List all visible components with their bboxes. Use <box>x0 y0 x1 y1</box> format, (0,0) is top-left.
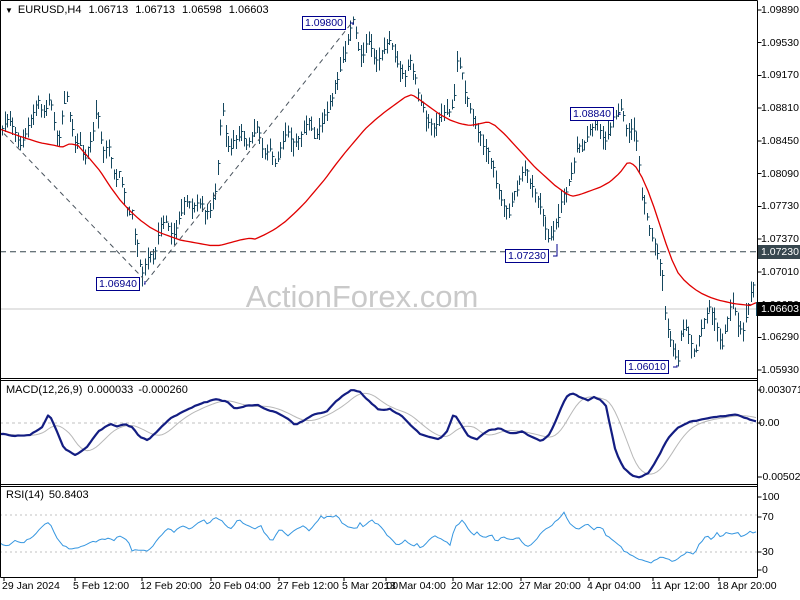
main-chart-panel[interactable] <box>0 0 757 378</box>
axis-label: 100 <box>762 491 780 503</box>
axis-label: 1.08810 <box>761 102 799 115</box>
axis-label: 1.05930 <box>761 364 799 376</box>
axis-label: 0 <box>762 564 768 576</box>
axis-label: 0.00 <box>759 416 780 429</box>
macd-signal-value: -0.000260 <box>138 384 188 396</box>
axis-label: -0.005025 <box>759 470 800 483</box>
macd-name: MACD(12,26,9) <box>6 384 83 396</box>
macd-value: 0.000033 <box>87 384 134 396</box>
axis-label: 70 <box>762 511 774 523</box>
level-axis-tag: 1.07230 <box>758 244 800 259</box>
axis-label: 12 Feb 20:00 <box>140 580 202 592</box>
axis-label: 1.06290 <box>761 331 799 344</box>
axis-label: 27 Feb 12:00 <box>277 580 339 592</box>
symbol-dropdown-icon[interactable]: ▼ <box>5 6 13 15</box>
macd-indicator-label: MACD(12,26,9) 0.000033 -0.000260 <box>6 384 193 396</box>
axis-label: 18 Apr 20:00 <box>717 580 777 592</box>
axis-label: 27 Mar 20:00 <box>519 580 581 592</box>
axis-label: 5 Feb 12:00 <box>73 580 130 592</box>
axis-label: 20 Feb 04:00 <box>209 580 271 592</box>
axis-label: 1.09170 <box>761 69 799 82</box>
rsi-name: RSI(14) <box>6 489 44 501</box>
axis-label: 13 Mar 04:00 <box>384 580 446 592</box>
level-price-label: 1.07230 <box>505 249 549 263</box>
rsi-value: 50.8403 <box>48 489 89 501</box>
axis-label: 1.07370 <box>761 233 799 246</box>
macd-panel[interactable] <box>0 381 757 484</box>
ohlc-open: 1.06713 <box>88 4 129 16</box>
ohlc-low: 1.06598 <box>182 4 222 16</box>
axis-label: 11 Apr 12:00 <box>651 580 710 592</box>
ohlc-close: 1.06603 <box>228 4 269 16</box>
ohlc-high: 1.06713 <box>135 4 176 16</box>
swing-price-label: 1.06010 <box>625 360 669 374</box>
rsi-panel[interactable] <box>0 487 757 577</box>
axis-label: 30 <box>762 546 774 558</box>
swing-price-label: 1.08840 <box>570 107 614 121</box>
axis-label: 1.07010 <box>761 265 799 278</box>
watermark: ActionForex.com <box>245 279 479 314</box>
axis-label: 1.09530 <box>761 36 799 49</box>
current-price-axis-tag: 1.06603 <box>758 301 800 316</box>
axis-label: 1.08450 <box>761 134 799 147</box>
axis-label: 29 Jan 2024 <box>2 580 60 592</box>
axis-label: 1.07730 <box>761 200 799 213</box>
symbol-label: EURUSD,H4 <box>17 4 82 16</box>
axis-label: 0.003071 <box>759 384 800 396</box>
axis-label: 4 Apr 04:00 <box>587 580 641 592</box>
axis-label: 1.09890 <box>761 4 799 16</box>
axis-label: 5 Mar 20:00 <box>342 580 399 592</box>
swing-price-label: 1.09800 <box>302 16 346 30</box>
rsi-indicator-label: RSI(14) 50.8403 <box>6 489 94 501</box>
axis-label: 20 Mar 12:00 <box>451 580 513 592</box>
chart-header: ▼ EURUSD,H4 1.06713 1.06713 1.06598 1.06603 <box>5 4 269 16</box>
swing-price-label: 1.06940 <box>96 277 140 291</box>
axis-label: 1.08090 <box>761 167 799 180</box>
